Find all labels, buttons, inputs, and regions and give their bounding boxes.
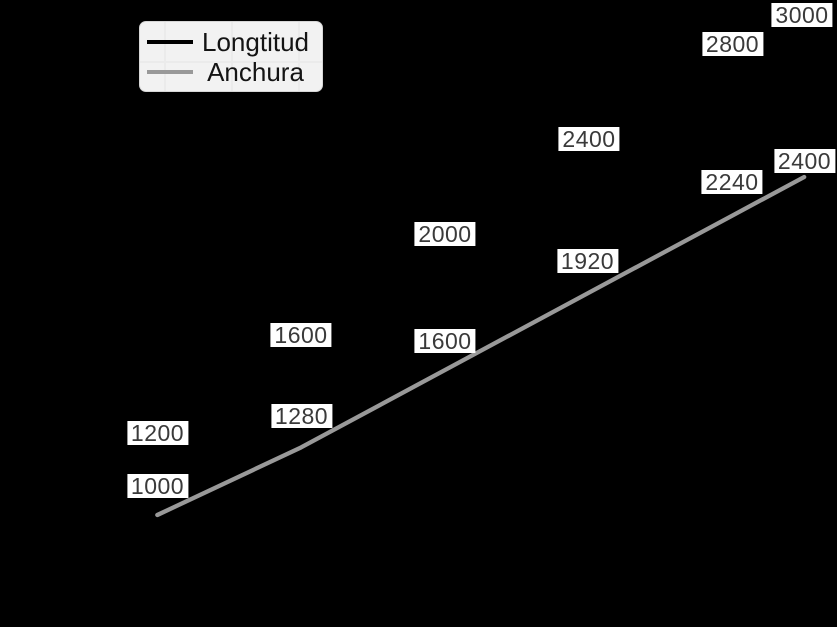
data-label-longtitud-2800: 2800: [701, 31, 764, 56]
legend-label-anchura: Anchura: [207, 56, 304, 87]
anchura-line: [155, 174, 807, 518]
legend-gridline: [140, 61, 322, 63]
longtitud-line: [155, 29, 807, 469]
data-label-anchura-1920: 1920: [556, 248, 619, 273]
legend-item-anchura: Anchura: [140, 57, 322, 87]
legend-label-longtitud: Longtitud: [202, 26, 309, 57]
data-label-longtitud-2000: 2000: [414, 221, 476, 246]
data-label-anchura-1000: 1000: [126, 474, 189, 498]
data-label-longtitud-1200: 1200: [126, 421, 189, 445]
data-label-longtitud-2400: 2400: [558, 126, 620, 151]
anchura-line-swatch: [147, 69, 193, 74]
legend-gridline: [164, 22, 166, 91]
data-label-anchura-1280: 1280: [270, 404, 333, 428]
legend-item-longtitud: Longtitud: [140, 27, 322, 57]
data-label-anchura-2240: 2240: [701, 169, 763, 194]
longtitud-line-swatch: [147, 39, 193, 44]
legend: Longtitud Anchura: [139, 21, 323, 92]
data-label-anchura-1600: 1600: [414, 328, 476, 353]
data-label-longtitud-3000: 3000: [771, 3, 833, 27]
data-label-longtitud-1600: 1600: [270, 323, 332, 347]
legend-gridline: [231, 22, 233, 91]
legend-gridline: [298, 22, 300, 91]
data-label-anchura-2400: 2400: [773, 149, 836, 173]
